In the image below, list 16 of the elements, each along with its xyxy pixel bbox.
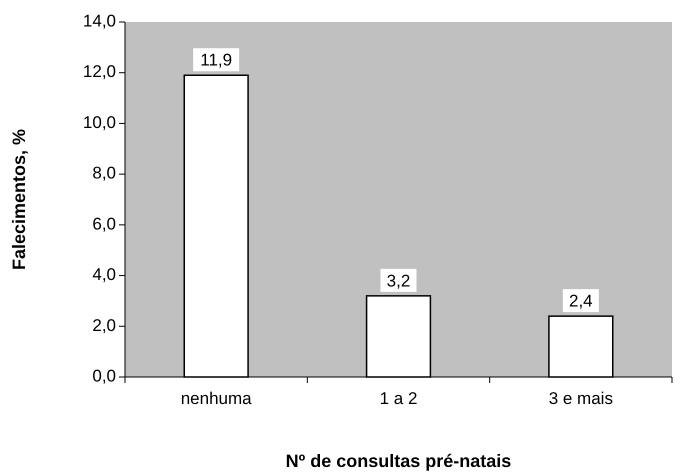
y-tick-label: 4,0 bbox=[92, 265, 116, 284]
y-tick-label: 0,0 bbox=[92, 366, 116, 386]
data-label: 11,9 bbox=[200, 50, 232, 70]
x-tick-label: nenhuma bbox=[180, 389, 252, 408]
x-tick-label: 3 e mais bbox=[548, 389, 613, 408]
x-axis-title: Nº de consultas pré-natais bbox=[286, 451, 512, 471]
x-tick-label: 1 a 2 bbox=[380, 389, 418, 408]
y-tick-label: 8,0 bbox=[92, 164, 116, 183]
data-label: 3,2 bbox=[386, 271, 410, 290]
y-axis-title: Falecimentos, % bbox=[9, 128, 29, 270]
y-tick-label: 12,0 bbox=[82, 62, 116, 82]
y-tick-label: 6,0 bbox=[92, 214, 116, 234]
y-tick-label: 2,0 bbox=[92, 316, 116, 335]
y-tick-label: 14,0 bbox=[82, 11, 116, 30]
data-label: 2,4 bbox=[569, 292, 593, 311]
y-tick-label: 10,0 bbox=[82, 112, 116, 132]
